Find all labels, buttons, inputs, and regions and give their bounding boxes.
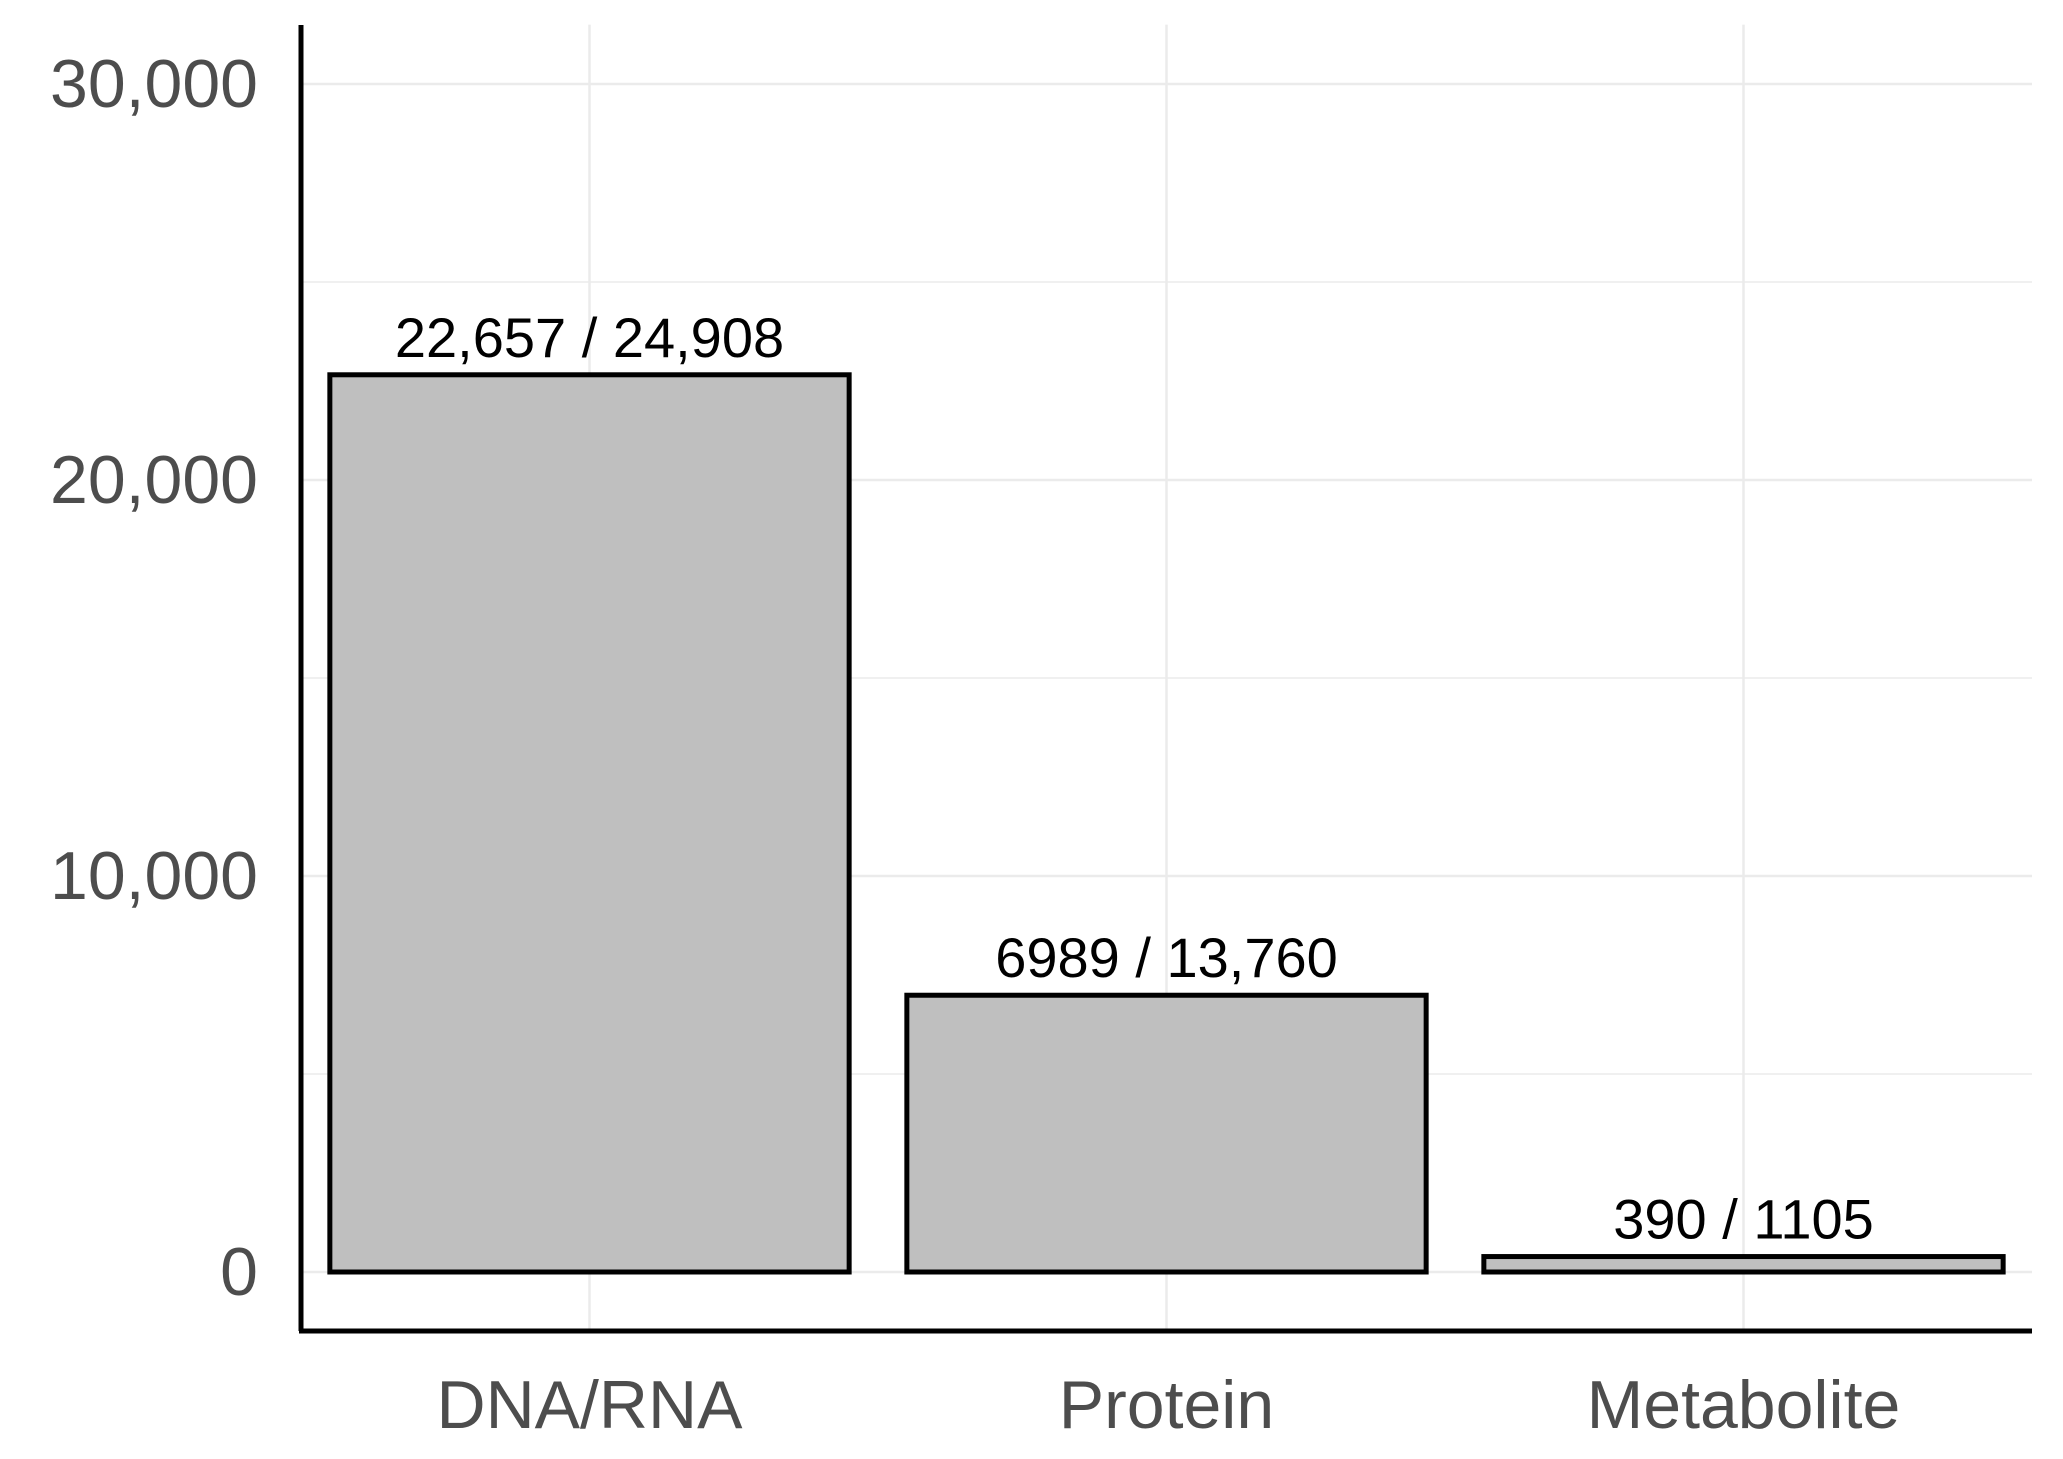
bar-data-labels: 22,657 / 24,908 6989 / 13,760 390 / 1105 bbox=[395, 306, 1874, 1251]
bar bbox=[327, 372, 852, 1275]
bar-data-label: 22,657 / 24,908 bbox=[395, 306, 784, 369]
y-tick-labels: 0 10,000 20,000 30,000 bbox=[50, 46, 258, 1310]
bar bbox=[1481, 1254, 2006, 1275]
axes bbox=[298, 25, 2032, 1334]
bar bbox=[904, 992, 1429, 1275]
y-tick-label: 10,000 bbox=[50, 838, 258, 914]
x-tick-label: Protein bbox=[1059, 1367, 1274, 1443]
bars bbox=[327, 372, 2006, 1275]
bar-data-label: 6989 / 13,760 bbox=[995, 926, 1338, 989]
x-tick-label: DNA/RNA bbox=[436, 1367, 743, 1443]
y-tick-label: 30,000 bbox=[50, 46, 258, 122]
bar-data-label: 390 / 1105 bbox=[1613, 1188, 1874, 1251]
x-tick-labels: DNA/RNA Protein Metabolite bbox=[436, 1367, 1900, 1443]
x-tick-label: Metabolite bbox=[1587, 1367, 1901, 1443]
y-tick-label: 20,000 bbox=[50, 442, 258, 518]
y-tick-label: 0 bbox=[220, 1234, 258, 1310]
